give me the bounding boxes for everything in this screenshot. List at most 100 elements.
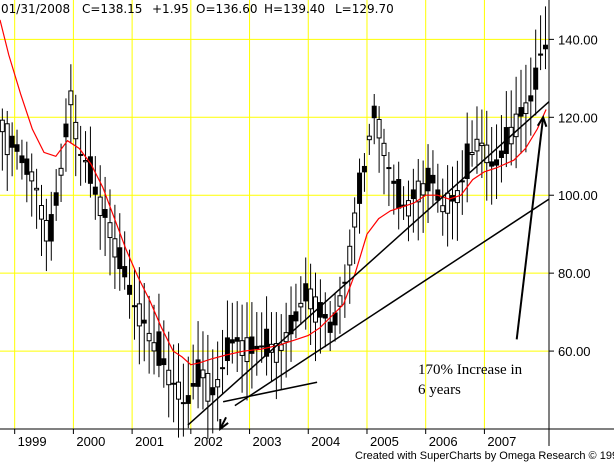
x-tick-label: 2007 xyxy=(487,434,516,449)
candle-body xyxy=(420,183,426,196)
candle-body xyxy=(43,219,49,242)
trendlines xyxy=(187,101,550,432)
candle-body xyxy=(327,321,333,333)
candle-body xyxy=(494,159,500,166)
candle-body xyxy=(352,212,358,228)
candle-body xyxy=(273,343,279,363)
annotation-line-1: 170% Increase in xyxy=(418,362,523,378)
candle-body xyxy=(249,336,255,354)
candle-body xyxy=(131,305,137,308)
candle-body xyxy=(97,196,103,217)
x-tick-label: 2002 xyxy=(194,434,223,449)
candle-body xyxy=(34,187,40,191)
candle-body xyxy=(381,142,387,157)
candle-body xyxy=(63,123,69,138)
candle-body xyxy=(244,337,250,363)
candle-body xyxy=(469,152,475,156)
candle-body xyxy=(474,138,480,152)
x-tick-label: 2005 xyxy=(370,434,399,449)
trendline xyxy=(187,101,550,426)
candle-body xyxy=(518,107,524,117)
arrow-shaft xyxy=(515,117,545,340)
plot-frame xyxy=(0,0,614,446)
candle-body xyxy=(376,118,382,139)
header-open: O=136.60 xyxy=(196,2,258,16)
candle-body xyxy=(538,53,544,56)
y-axis-ticks: 60.00 80.00 100.00 120.00 140.00 xyxy=(549,32,598,359)
candle-body xyxy=(161,358,167,366)
x-tick-label: 2000 xyxy=(76,434,105,449)
candle-body xyxy=(166,369,172,386)
candle-body xyxy=(210,387,216,396)
candle-body xyxy=(195,359,201,387)
annotation-line-2: 6 years xyxy=(418,382,461,398)
candles xyxy=(0,6,548,439)
x-tick-label: 2004 xyxy=(311,434,340,449)
candle-body xyxy=(440,205,446,213)
y-tick-label: 80.00 xyxy=(558,266,591,281)
candle-body xyxy=(293,311,299,322)
candle-body xyxy=(445,192,451,214)
candle-body xyxy=(215,379,221,388)
candle-body xyxy=(0,119,5,133)
candle-body xyxy=(415,180,421,203)
candle-body xyxy=(513,113,519,138)
candle-body xyxy=(175,381,181,400)
candle-body xyxy=(190,383,196,387)
trendline xyxy=(222,381,318,403)
candle-body xyxy=(205,372,211,402)
candle-body xyxy=(337,295,343,307)
trendline xyxy=(234,198,550,407)
y-tick-label: 100.00 xyxy=(558,188,598,203)
candle-body xyxy=(298,302,304,308)
candle-body xyxy=(366,135,372,141)
credit-text: Created with SuperCharts by Omega Resear… xyxy=(355,450,614,462)
candle-body xyxy=(322,314,328,319)
candle-body xyxy=(542,44,548,50)
candle-body xyxy=(220,367,226,370)
candle-body xyxy=(308,288,314,310)
candle-body xyxy=(254,345,260,350)
candle-body xyxy=(498,150,504,158)
candle-body xyxy=(29,171,35,182)
candle-body xyxy=(523,102,529,115)
candle-body xyxy=(357,172,363,204)
candle-body xyxy=(180,402,186,405)
arrow-head xyxy=(536,115,548,128)
y-tick-label: 120.00 xyxy=(558,110,598,125)
x-tick-label: 2003 xyxy=(253,434,282,449)
candle-body xyxy=(464,143,470,179)
candle-body xyxy=(48,214,54,242)
candle-body xyxy=(87,156,93,184)
candle-body xyxy=(146,332,152,342)
candle-body xyxy=(528,95,534,102)
header-high: H=139.40 xyxy=(264,2,325,16)
candle-body xyxy=(185,395,191,404)
candle-body xyxy=(288,314,294,335)
header-close: C=138.15 xyxy=(82,2,142,16)
candle-body xyxy=(533,67,539,90)
moving-average-line xyxy=(0,19,547,366)
candle-body xyxy=(303,283,309,302)
candle-body xyxy=(92,186,98,195)
x-tick-label: 1999 xyxy=(18,434,47,449)
x-tick-label: 2001 xyxy=(135,434,164,449)
candle-body xyxy=(141,319,147,324)
candle-body xyxy=(136,303,142,327)
candle-body xyxy=(122,266,128,278)
candle-body xyxy=(102,209,108,218)
candle-body xyxy=(73,121,79,140)
candle-body xyxy=(151,342,157,352)
candle-body xyxy=(58,167,64,176)
candle-body xyxy=(171,382,177,385)
y-tick-label: 140.00 xyxy=(558,32,598,47)
candle-body xyxy=(489,161,495,167)
candle-body xyxy=(347,245,353,266)
candle-body xyxy=(410,189,416,200)
candle-body xyxy=(371,105,377,119)
candle-body xyxy=(278,344,284,351)
candle-body xyxy=(224,337,230,362)
header-low: L=129.70 xyxy=(335,2,394,16)
